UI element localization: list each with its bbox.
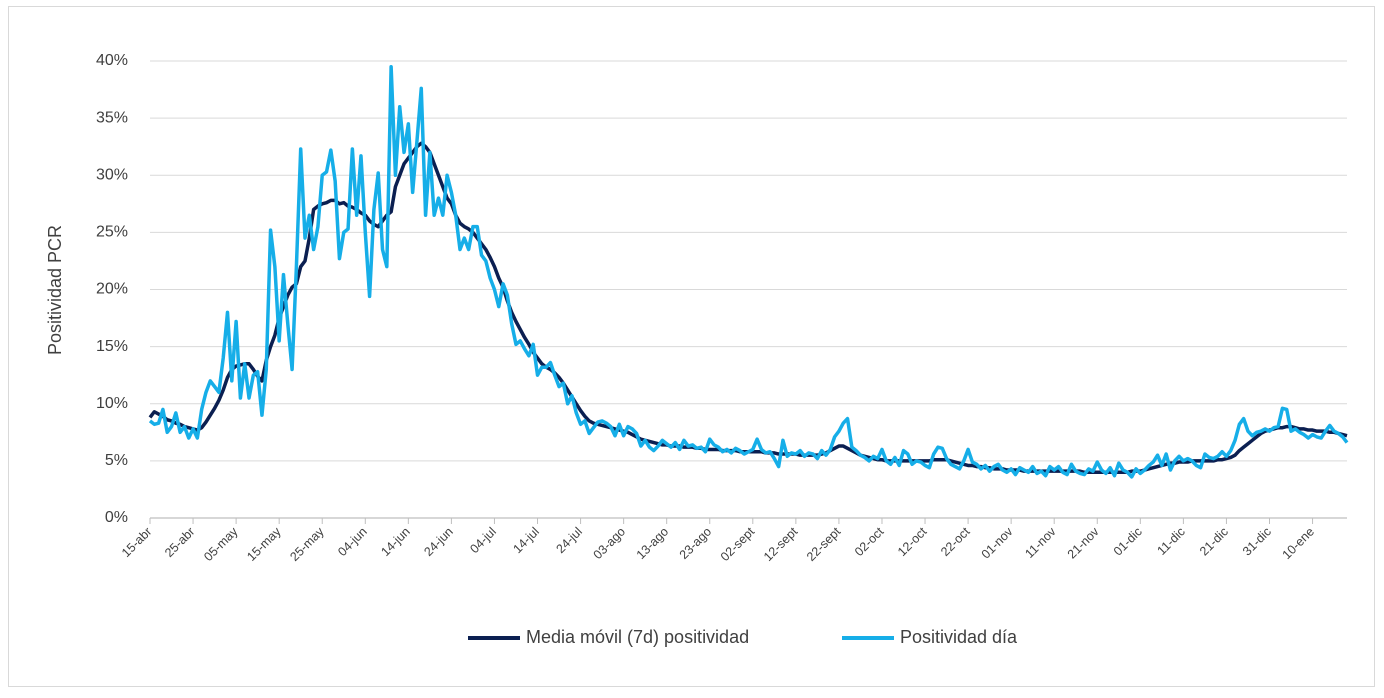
y-tick-label: 25%: [96, 224, 128, 241]
y-tick-label: 5%: [105, 452, 128, 469]
series-line: [148, 64, 1349, 479]
y-tick-label: 35%: [96, 109, 128, 126]
y-axis-label: Positividad PCR: [45, 225, 65, 355]
y-tick-label: 15%: [96, 338, 128, 355]
y-tick-label: 20%: [96, 281, 128, 298]
legend-label: Positividad día: [900, 627, 1018, 647]
legend-label: Media móvil (7d) positividad: [526, 627, 749, 647]
y-tick-label: 30%: [96, 166, 128, 183]
y-tick-label: 40%: [96, 52, 128, 69]
y-tick-label: 10%: [96, 395, 128, 412]
y-tick-label: 0%: [105, 509, 128, 526]
